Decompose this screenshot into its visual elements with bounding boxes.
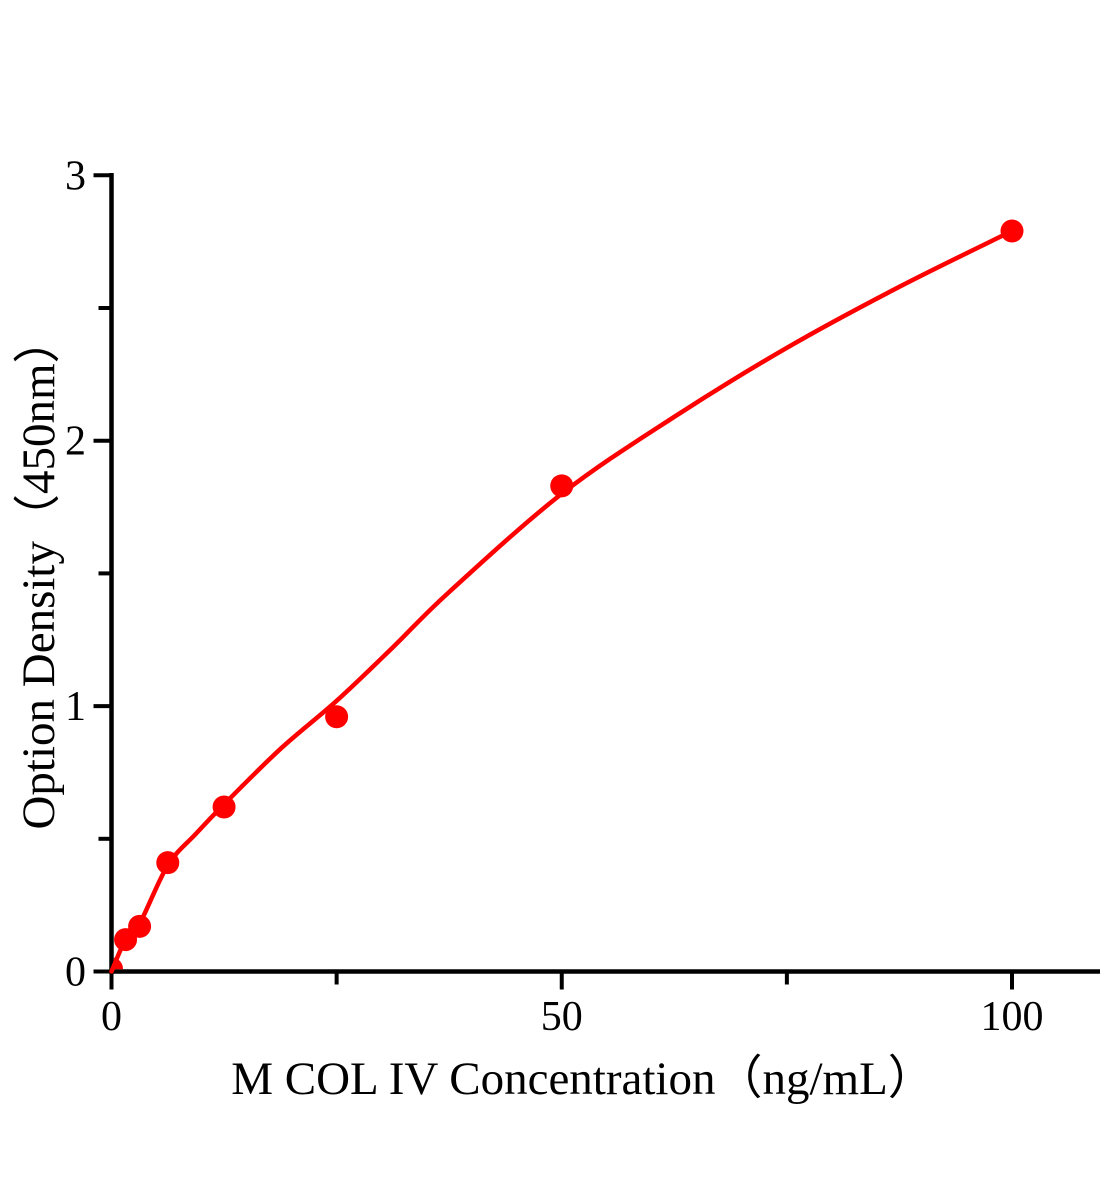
y-tick-label: 1 — [65, 684, 86, 730]
fit-curve-group — [109, 228, 1015, 974]
data-point — [156, 851, 180, 875]
tick-labels-group: 0 50 100 0 1 2 3 — [65, 153, 1044, 1040]
data-point — [550, 474, 574, 498]
x-axis-title: M COL IV Concentration（ng/mL） — [231, 1053, 935, 1105]
data-point — [212, 795, 236, 819]
axes-group — [93, 173, 1100, 990]
x-tick-label: 50 — [541, 994, 583, 1040]
y-tick-label: 0 — [65, 950, 86, 996]
fit-curve — [109, 228, 1015, 974]
data-points-group — [113, 219, 1024, 970]
x-tick-label: 100 — [981, 994, 1044, 1040]
data-point — [1000, 219, 1024, 243]
y-tick-label: 3 — [65, 153, 86, 199]
data-point — [325, 705, 349, 729]
y-tick-label: 2 — [65, 419, 86, 465]
data-point — [128, 914, 152, 938]
data-point — [113, 957, 123, 970]
x-tick-label: 0 — [101, 994, 122, 1040]
y-axis-title: Option Density（450nm） — [13, 316, 65, 829]
